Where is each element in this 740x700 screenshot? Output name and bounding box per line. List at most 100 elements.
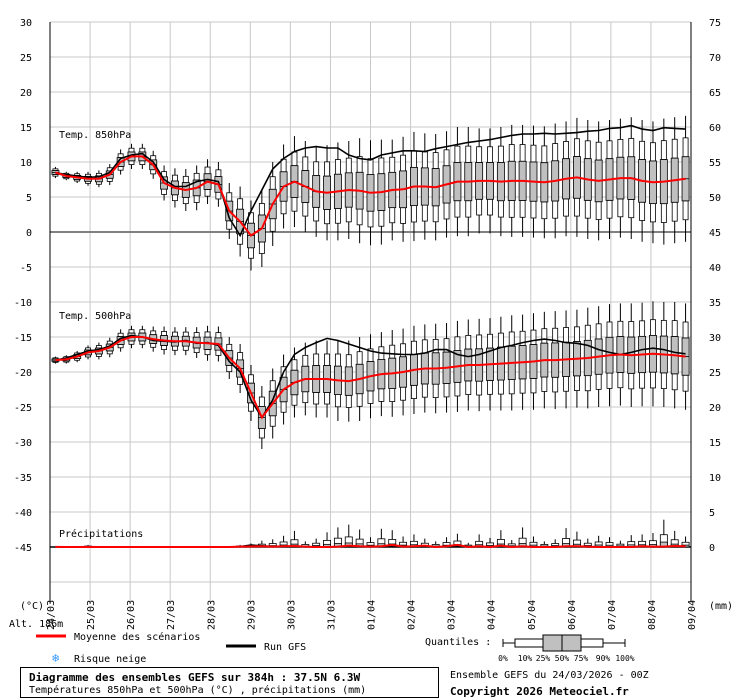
- box-500-lower-box: [215, 349, 222, 356]
- box-850-lower-box: [682, 200, 689, 221]
- box-850-lower-box: [324, 209, 330, 225]
- box-850-lower-box: [432, 205, 439, 223]
- quantile-label: 100%: [615, 654, 634, 663]
- box-500-upper-box: [237, 352, 244, 361]
- box-500-upper-box: [193, 332, 200, 338]
- box-500-lower-box: [443, 383, 450, 398]
- panel-label-850: Temp. 850hPa: [59, 130, 131, 141]
- panel-label-500: Temp. 500hPa: [59, 311, 131, 322]
- box-500-upper-box: [161, 330, 168, 336]
- box-850-upper-box: [367, 158, 374, 175]
- box-850-upper-box: [563, 141, 569, 160]
- right-tick-label: 15: [709, 438, 721, 449]
- box-500-upper-box: [497, 332, 504, 348]
- box-850-lower-box: [248, 247, 254, 259]
- box-500-upper-box: [291, 359, 298, 371]
- box-500-lower-box: [378, 388, 385, 402]
- box-850-lower-box: [334, 208, 341, 224]
- box-850-lower-box: [389, 207, 396, 224]
- legend-mean-label: Moyenne des scénarios: [74, 631, 200, 643]
- left-axis-unit: (°C): [20, 601, 44, 612]
- box-500-lower-box: [204, 349, 211, 356]
- box-850-lower-box: [378, 210, 385, 227]
- legend: Moyenne des scénarios Run GFS ❄ Risque n…: [36, 631, 635, 665]
- x-tick-label: 08/04: [647, 600, 658, 630]
- left-tick-label: -40: [14, 508, 32, 519]
- box-500-lower-box: [487, 380, 493, 395]
- box-500-upper-box: [313, 353, 320, 366]
- box-850-upper-box: [411, 150, 417, 168]
- box-500-lower-box: [508, 379, 515, 395]
- box-500-lower-box: [682, 374, 689, 392]
- box-850-lower-box: [411, 205, 417, 223]
- box-500-upper-box: [639, 320, 646, 337]
- box-850-lower-box: [530, 200, 537, 219]
- box-850-upper-box: [650, 142, 656, 162]
- box-850-upper-box: [682, 137, 689, 158]
- box-500-lower-box: [584, 375, 591, 392]
- box-850-upper-box: [215, 169, 222, 177]
- altitude-label: Alt. 186m: [9, 619, 63, 630]
- box-850-lower-box: [313, 206, 320, 222]
- right-tick-label: 0: [709, 543, 715, 554]
- left-tick-label: -35: [14, 473, 32, 484]
- box-850-upper-box: [226, 192, 233, 202]
- box-850-upper-box: [432, 152, 439, 169]
- x-tick-label: 05/04: [527, 600, 538, 630]
- legend-snow-label: Risque neige: [74, 654, 146, 665]
- box-850-lower-box: [639, 201, 646, 221]
- box-500-upper-box: [595, 323, 602, 340]
- box-500-lower-box: [226, 364, 233, 373]
- x-tick-label: 25/03: [86, 600, 97, 630]
- box-500-upper-box: [650, 319, 656, 336]
- left-tick-label: -45: [14, 543, 32, 554]
- box-850-lower-box: [291, 197, 298, 212]
- box-850-upper-box: [313, 161, 320, 176]
- box-500-lower-box: [280, 401, 287, 413]
- box-500-lower-box: [617, 371, 624, 389]
- box-500-upper-box: [671, 320, 678, 337]
- box-850-lower-box: [204, 189, 211, 197]
- box-500-lower-box: [650, 371, 656, 389]
- box-850-upper-box: [128, 147, 135, 153]
- box-500-upper-box: [617, 320, 624, 338]
- box-850-lower-box: [269, 218, 276, 232]
- right-tick-label: 50: [709, 193, 721, 204]
- x-tick-label: 31/03: [326, 600, 337, 630]
- box-500-upper-box: [128, 329, 135, 334]
- right-tick-label: 40: [709, 263, 721, 274]
- box-500-lower-box: [432, 383, 439, 399]
- box-850-lower-box: [628, 199, 635, 219]
- box-850-upper-box: [606, 140, 613, 160]
- box-850-lower-box: [443, 202, 450, 220]
- box-500-upper-box: [541, 328, 548, 344]
- box-500-upper-box: [269, 380, 276, 392]
- box-500-upper-box: [139, 329, 146, 334]
- chart-title: Diagramme des ensembles GEFS sur 384h : …: [29, 671, 361, 684]
- box-850-upper-box: [400, 154, 407, 172]
- box-850-upper-box: [497, 145, 504, 163]
- box-500-lower-box: [128, 340, 135, 345]
- box-500-upper-box: [421, 339, 428, 354]
- box-500-lower-box: [161, 344, 168, 350]
- box-500-lower-box: [497, 379, 504, 395]
- box-850-lower-box: [106, 177, 113, 182]
- gfs-line-850: [55, 124, 686, 238]
- box-500-lower-box: [573, 375, 580, 391]
- box-500-lower-box: [139, 340, 146, 345]
- box-850-upper-box: [541, 145, 548, 164]
- box-500-lower-box: [258, 428, 265, 439]
- quantile-label: 50%: [555, 654, 570, 663]
- box-850-lower-box: [650, 203, 656, 223]
- box-850-lower-box: [215, 191, 222, 200]
- box-500-lower-box: [606, 372, 613, 389]
- box-850-lower-box: [584, 199, 591, 219]
- caption-box: Diagramme des ensembles GEFS sur 384h : …: [20, 667, 439, 698]
- left-tick-label: -10: [14, 298, 32, 309]
- box-850-upper-box: [258, 203, 265, 216]
- box-850-lower-box: [161, 188, 168, 195]
- box-500-upper-box: [563, 327, 569, 343]
- x-tick-label: 28/03: [206, 600, 217, 630]
